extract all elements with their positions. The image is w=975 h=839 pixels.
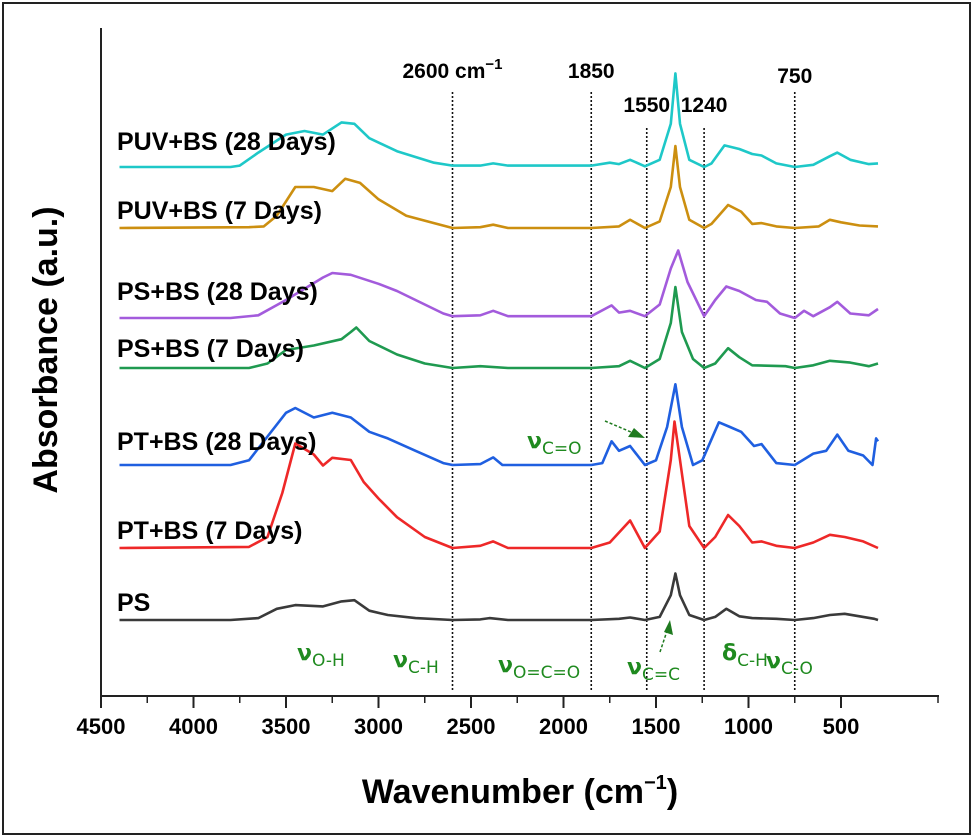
series-label: PS+BS (7 Days) <box>117 335 304 363</box>
series-label: PUV+BS (7 Days) <box>117 197 322 225</box>
band-label-c-o: νC-O <box>766 649 813 679</box>
reference-label-1850: 1850 <box>568 60 615 83</box>
series-line-ps-bs-28-days <box>119 249 879 320</box>
series-labels: PUV+BS (28 Days) PUV+BS (7 Days) PS+BS (28… <box>117 128 336 617</box>
x-ticks: 4500 4000 3500 3000 2500 2000 1500 1000 500 <box>77 696 939 739</box>
band-label-o-h: νO-H <box>297 641 345 671</box>
axes <box>100 28 939 697</box>
band-label-c-h: νC-H <box>393 648 439 678</box>
band-label-o-c-o: νO=C=O <box>498 653 580 683</box>
reference-label-1550: 1550 <box>623 94 670 117</box>
reference-lines: 2600 cm−1 1850 1550 1240 750 <box>402 56 812 690</box>
x-tick-label-1500: 1500 <box>632 714 681 739</box>
series-label: PS+BS (28 Days) <box>117 278 318 306</box>
x-tick-label-4500: 4500 <box>77 714 126 739</box>
series-line-puv-bs-28-days <box>119 72 879 169</box>
series-label: PS <box>117 589 150 617</box>
series-label: PT+BS (7 Days) <box>117 517 303 545</box>
x-tick-label-4000: 4000 <box>169 714 218 739</box>
x-tick-label-3000: 3000 <box>354 714 403 739</box>
x-tick-label-3500: 3500 <box>262 714 311 739</box>
series-line-puv-bs-7-days <box>119 144 879 230</box>
reference-label-750: 750 <box>777 65 812 88</box>
arrow-head-c-c <box>664 620 673 635</box>
reference-label-1240: 1240 <box>681 94 728 117</box>
x-tick-label-1000: 1000 <box>724 714 773 739</box>
series-lines <box>119 72 880 622</box>
band-annotations: νO-H νC-H νO=C=O νC=C δC-HνC-O νC=O <box>297 429 813 685</box>
band-label-c-o: νC=O <box>527 429 582 459</box>
annotation-arrows <box>604 420 673 653</box>
series-line-pt-bs-7-days <box>119 420 879 550</box>
x-axis-title: Wavenumber (cm−1) <box>362 772 678 811</box>
band-label-c-c: νC=C <box>627 655 680 685</box>
arrow-c-o-double <box>604 420 639 436</box>
y-axis-title: Absorbance (a.u.) <box>27 206 65 493</box>
series-line-pt-bs-28-days <box>119 382 880 467</box>
reference-label-2600: 2600 cm−1 <box>402 56 502 83</box>
series-label: PUV+BS (28 Days) <box>117 128 336 156</box>
x-tick-label-500: 500 <box>823 714 860 739</box>
x-tick-label-2000: 2000 <box>539 714 588 739</box>
arrow-head-c-o-double <box>628 428 645 438</box>
x-tick-label-2500: 2500 <box>447 714 496 739</box>
band-label-c-h: δC-H <box>722 641 768 671</box>
series-line-ps <box>119 572 879 622</box>
series-label: PT+BS (28 Days) <box>117 428 316 456</box>
series-line-ps-bs-7-days <box>119 285 879 370</box>
